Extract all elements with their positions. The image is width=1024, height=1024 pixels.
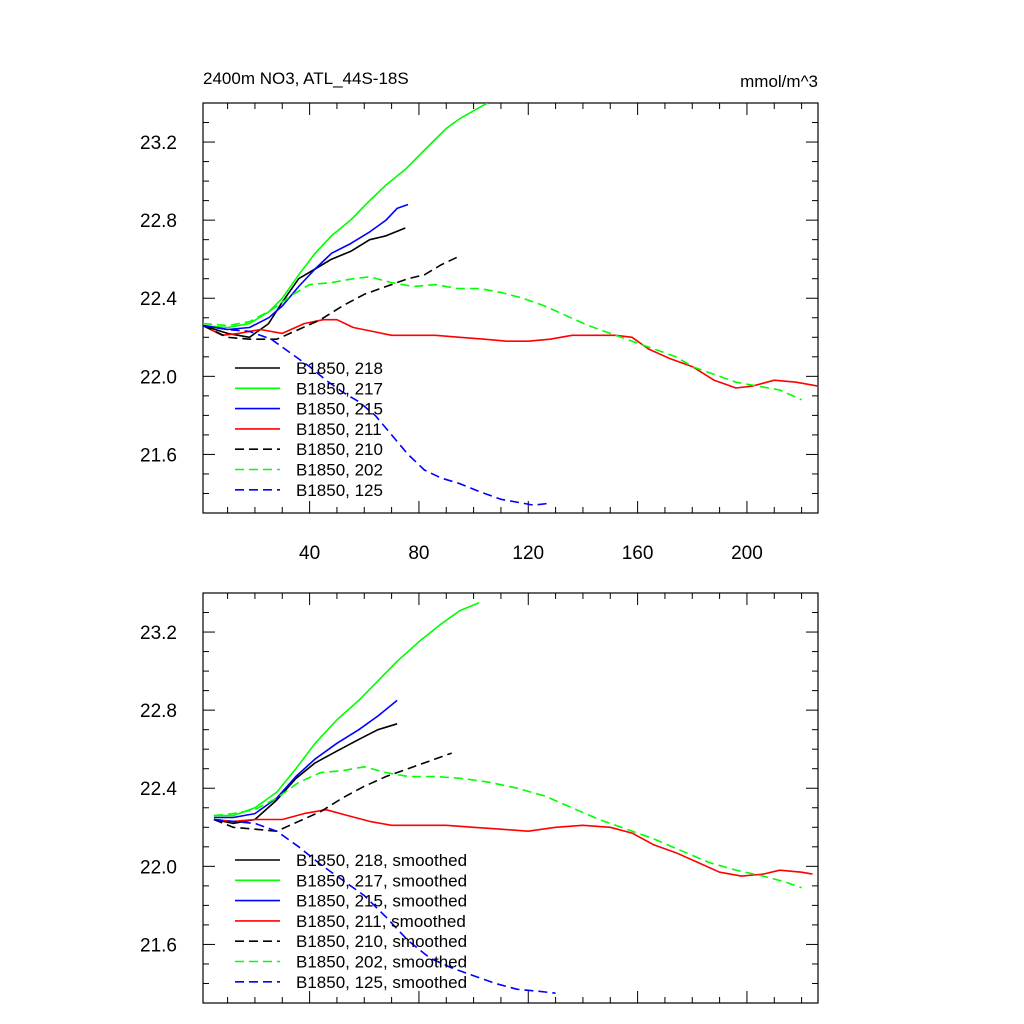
bottom-series	[213, 602, 813, 994]
series-line-b1850-215	[203, 203, 409, 331]
legend-label-202: B1850, 202	[296, 461, 383, 480]
legend-item: B1850, 125	[235, 481, 383, 500]
legend-item: B1850, 217	[235, 379, 383, 398]
y-tick-label: 23.2	[140, 623, 177, 644]
x-tick-label: 40	[299, 543, 320, 564]
series-line-b1850-211	[203, 318, 818, 389]
legend-item: B1850, 211	[235, 420, 382, 439]
legend-label-210-smoothed: B1850, 210, smoothed	[296, 932, 467, 951]
legend-label-217: B1850, 217	[296, 379, 383, 398]
legend-label-217-smoothed: B1850, 217, smoothed	[296, 871, 467, 890]
plot-frame	[202, 592, 819, 1004]
legend-item: B1850, 217, smoothed	[235, 871, 467, 890]
series-line-b1850-211-smoothed	[213, 808, 813, 877]
y-tick-label: 22.4	[140, 289, 177, 310]
series-line-b1850-217-smoothed	[213, 602, 480, 817]
y-tick-label: 22.4	[140, 779, 177, 800]
series-line-b1850-125-smoothed	[213, 818, 556, 994]
y-tick-label: 21.6	[140, 445, 177, 466]
y-tick-label: 22.0	[140, 857, 177, 878]
y-tick-label: 22.0	[140, 367, 177, 388]
bottom-legend: B1850, 218, smoothed B1850, 217, smoothe…	[235, 851, 467, 992]
legend-item: B1850, 125, smoothed	[235, 973, 467, 992]
series-line-b1850-210-smoothed	[213, 752, 452, 832]
legend-label-215: B1850, 215	[296, 400, 383, 419]
plot-frame	[202, 102, 819, 514]
legend-label-218: B1850, 218	[296, 359, 383, 378]
legend-item: B1850, 211, smoothed	[235, 912, 466, 931]
top-axes: 40 80 120 160 200 21.6 22.0 22.4 22.8 23.2	[140, 102, 819, 564]
y-tick-label: 22.8	[140, 701, 177, 722]
series-line-b1850-218	[203, 227, 406, 339]
y-tick-label: 21.6	[140, 935, 177, 956]
series-line-b1850-217	[203, 103, 488, 329]
units-label: mmol/m^3	[740, 72, 818, 91]
legend-label-215-smoothed: B1850, 215, smoothed	[296, 892, 467, 911]
legend-item: B1850, 215	[235, 400, 383, 419]
series-line-b1850-218-smoothed	[213, 723, 398, 825]
legend-label-125-smoothed: B1850, 125, smoothed	[296, 973, 467, 992]
chart-title: 2400m NO3, ATL_44S-18S	[203, 69, 409, 88]
legend-item: B1850, 218	[235, 359, 383, 378]
bottom-axes: 21.6 22.0 22.4 22.8 23.2	[140, 592, 819, 1004]
legend-label-211-smoothed: B1850, 211, smoothed	[296, 912, 466, 931]
legend-label-125: B1850, 125	[296, 481, 383, 500]
legend-item: B1850, 210, smoothed	[235, 932, 467, 951]
legend-item: B1850, 215, smoothed	[235, 892, 467, 911]
series-line-b1850-215-smoothed	[213, 699, 398, 819]
series-line-b1850-210	[203, 256, 458, 340]
series-line-b1850-202	[203, 276, 802, 401]
legend-label-210: B1850, 210	[296, 440, 383, 459]
x-tick-label: 120	[512, 543, 544, 564]
legend-item: B1850, 202	[235, 461, 383, 480]
series-line-b1850-202-smoothed	[213, 766, 802, 889]
legend-label-211: B1850, 211	[296, 420, 382, 439]
top-panel: 2400m NO3, ATL_44S-18S mmol/m^3 40 80 120 1…	[140, 69, 819, 564]
legend-item: B1850, 218, smoothed	[235, 851, 467, 870]
x-tick-label: 200	[731, 543, 763, 564]
y-tick-label: 22.8	[140, 211, 177, 232]
x-tick-label: 80	[408, 543, 429, 564]
series-line-b1850-125	[203, 324, 551, 506]
x-tick-label: 160	[622, 543, 654, 564]
legend-label-202-smoothed: B1850, 202, smoothed	[296, 953, 467, 972]
legend-item: B1850, 210	[235, 440, 383, 459]
y-tick-label: 23.2	[140, 133, 177, 154]
legend-label-218-smoothed: B1850, 218, smoothed	[296, 851, 467, 870]
top-legend: B1850, 218 B1850, 217 B1850, 215 B1850, …	[235, 359, 383, 500]
legend-item: B1850, 202, smoothed	[235, 953, 467, 972]
top-series	[203, 103, 818, 506]
bottom-panel: 21.6 22.0 22.4 22.8 23.2 B1850, 218, smoothe…	[140, 592, 819, 1004]
